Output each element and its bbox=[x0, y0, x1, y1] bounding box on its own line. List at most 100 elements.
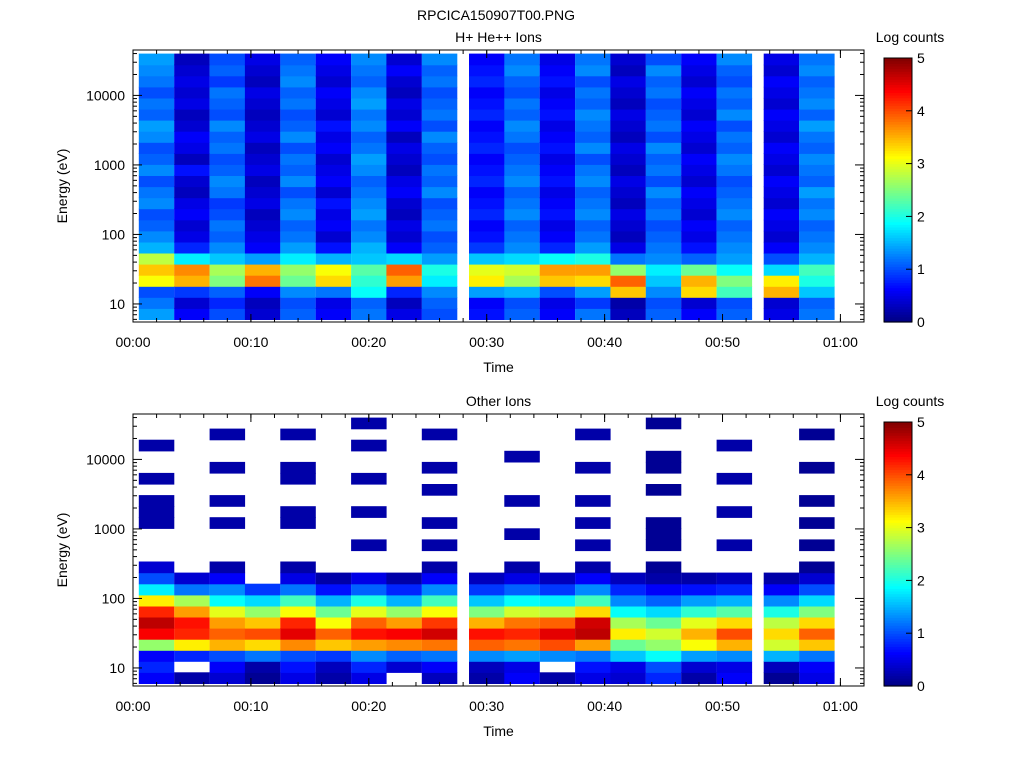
colorbar-band bbox=[884, 142, 912, 146]
heatmap-cell bbox=[799, 197, 835, 210]
x-tick-label: 00:40 bbox=[587, 698, 622, 714]
heatmap-cell bbox=[138, 164, 175, 176]
heatmap-cell bbox=[610, 264, 646, 276]
colorbar-band bbox=[884, 680, 912, 684]
colorbar-band bbox=[884, 488, 912, 492]
heatmap-cell bbox=[716, 108, 753, 121]
heatmap-cell bbox=[504, 297, 540, 309]
heatmap-cell bbox=[386, 661, 422, 673]
heatmap-cell bbox=[575, 308, 611, 320]
heatmap-cell bbox=[575, 186, 611, 199]
heatmap-cell bbox=[504, 186, 540, 199]
heatmap-cell bbox=[386, 219, 422, 232]
heatmap-cell bbox=[763, 108, 800, 121]
heatmap-cell bbox=[386, 186, 422, 199]
heatmap-cell bbox=[209, 661, 246, 673]
x-tick-label: 00:20 bbox=[351, 334, 386, 350]
colorbar-band bbox=[884, 609, 912, 613]
heatmap-cell bbox=[610, 616, 646, 629]
heatmap-cell bbox=[315, 142, 352, 154]
colorbar-band bbox=[884, 612, 912, 616]
colorbar-band bbox=[884, 443, 912, 447]
colorbar-band bbox=[884, 174, 912, 178]
heatmap-cell bbox=[244, 286, 281, 298]
heatmap-cell bbox=[799, 297, 835, 309]
heatmap-cell bbox=[799, 131, 835, 143]
heatmap-cell bbox=[504, 219, 540, 232]
colorbar-band bbox=[884, 250, 912, 254]
heatmap-cell bbox=[716, 75, 753, 88]
heatmap-cell bbox=[280, 153, 316, 165]
colorbar-band bbox=[884, 622, 912, 626]
colorbar-band bbox=[884, 269, 912, 273]
heatmap-cell bbox=[351, 97, 387, 110]
heatmap-cell bbox=[763, 197, 800, 210]
y-axis-label: Energy (eV) bbox=[54, 149, 70, 224]
heatmap-cell bbox=[138, 53, 175, 66]
colorbar-band bbox=[884, 524, 912, 529]
colorbar-band bbox=[884, 643, 912, 647]
heatmap-cell bbox=[799, 53, 835, 66]
heatmap-cell bbox=[539, 594, 576, 607]
heatmap-cell bbox=[716, 639, 753, 651]
heatmap-cell bbox=[645, 175, 682, 188]
heatmap-cell bbox=[610, 219, 646, 232]
heatmap-cell bbox=[610, 308, 646, 320]
heatmap-cell bbox=[716, 252, 753, 265]
heatmap-cell bbox=[244, 208, 281, 221]
heatmap-cell bbox=[716, 264, 753, 276]
heatmap-cell bbox=[280, 605, 316, 618]
colorbar-band bbox=[884, 548, 912, 552]
heatmap-cell bbox=[421, 230, 458, 243]
heatmap-cell bbox=[539, 241, 576, 254]
heatmap-cell bbox=[351, 583, 387, 596]
colorbar-band bbox=[884, 469, 912, 473]
heatmap-cell bbox=[138, 252, 175, 265]
heatmap-cell bbox=[681, 230, 717, 243]
colorbar-band bbox=[884, 182, 912, 186]
heatmap-cell bbox=[351, 472, 387, 485]
heatmap-cell bbox=[681, 583, 717, 596]
heatmap-cell bbox=[280, 661, 316, 673]
heatmap-cell bbox=[504, 561, 540, 574]
heatmap-cell bbox=[575, 650, 611, 662]
heatmap-cell bbox=[645, 561, 682, 574]
heatmap-cell bbox=[280, 75, 316, 88]
heatmap-cell bbox=[244, 275, 281, 287]
heatmap-cell bbox=[716, 175, 753, 188]
heatmap-cell bbox=[799, 153, 835, 165]
heatmap-cell bbox=[138, 639, 175, 651]
heatmap-cell bbox=[681, 286, 717, 298]
y-tick-label: 100 bbox=[102, 226, 126, 242]
heatmap-cell bbox=[244, 153, 281, 165]
heatmap-cell bbox=[645, 75, 682, 88]
heatmap-cell bbox=[716, 275, 753, 287]
heatmap-cell bbox=[681, 86, 717, 99]
heatmap-cell bbox=[539, 153, 576, 165]
colorbar-tick-label: 4 bbox=[917, 103, 925, 119]
heatmap-cell bbox=[315, 197, 352, 210]
colorbar-band bbox=[884, 641, 912, 645]
heatmap-cell bbox=[174, 120, 210, 132]
heatmap-cell bbox=[539, 164, 576, 176]
heatmap-cell bbox=[504, 650, 540, 662]
heatmap-cell bbox=[610, 650, 646, 662]
heatmap-cell bbox=[469, 594, 505, 607]
colorbar-band bbox=[884, 646, 912, 650]
colorbar-band bbox=[884, 266, 912, 270]
heatmap-cell bbox=[763, 605, 800, 618]
heatmap-cell bbox=[539, 208, 576, 221]
heatmap-cell bbox=[799, 639, 835, 651]
colorbar-band bbox=[884, 614, 912, 618]
heatmap-cell bbox=[421, 197, 458, 210]
heatmap-cell bbox=[575, 108, 611, 121]
heatmap-cell bbox=[138, 219, 175, 232]
heatmap-cell bbox=[280, 616, 316, 629]
heatmap-cell bbox=[280, 297, 316, 309]
colorbar-band bbox=[884, 314, 912, 318]
colorbar-band bbox=[884, 277, 912, 281]
heatmap-cell bbox=[174, 628, 210, 640]
colorbar-band bbox=[884, 656, 912, 661]
heatmap-cell bbox=[209, 241, 246, 254]
